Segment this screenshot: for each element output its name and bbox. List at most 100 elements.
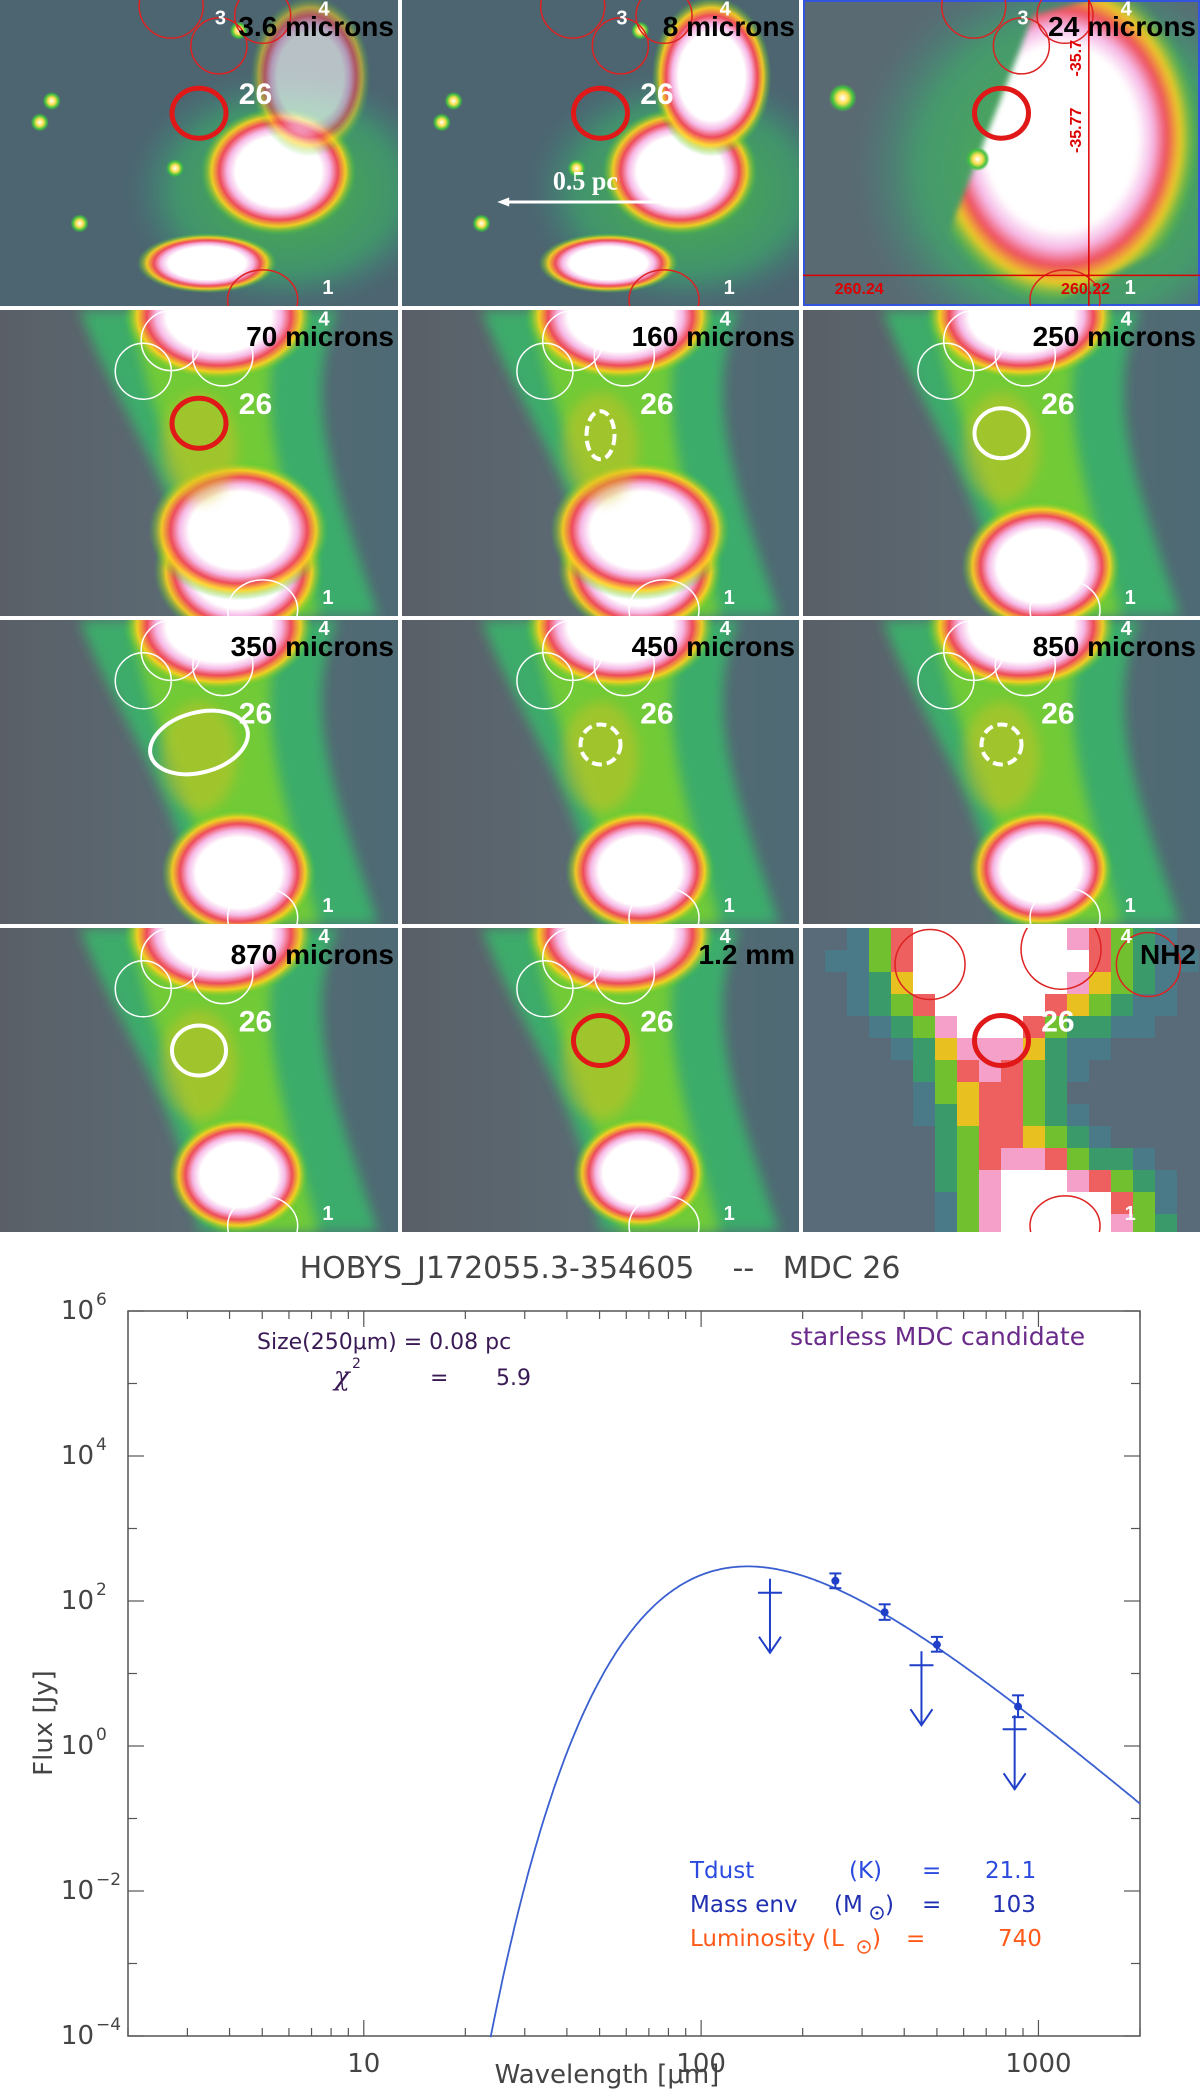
model-sed-curve [489,1565,1141,2038]
northern-clump [525,620,716,692]
panel-p1200: 26 1 41.2 mm [402,928,799,1232]
source-label-1: 1 [724,1203,735,1225]
point-source [42,91,61,110]
sun-symbol-lum: ) [857,1926,881,1954]
northern-clump [123,620,314,692]
source-label-1: 1 [724,277,735,299]
mass-equals: = [922,1892,941,1918]
northern-clump [123,928,314,1000]
svg-text:): ) [885,1892,894,1918]
lum-unit: (L [822,1926,844,1952]
point-source [30,113,49,132]
y-tick-exponent: −2 [96,1870,121,1890]
mdc26-aperture [972,1012,1031,1068]
neighbour-contour [138,0,204,39]
coord-ra-right: 260.22 [1061,281,1110,298]
source-1-contour [628,887,700,924]
y-tick-label: 10 [61,1876,94,1906]
southern-clump [572,1116,708,1230]
source-1-contour [226,887,299,924]
scale-bar-label: 0.5 pc [553,167,618,196]
source-label-1: 1 [322,587,333,609]
panel-border [803,0,1200,306]
y-tick-exponent: −4 [96,2015,121,2035]
sed-title: HOBYS_J172055.3-354605 -- MDC 26 [300,1251,901,1286]
saturated-region [922,0,1200,306]
source-label-1: 1 [724,895,735,917]
source-label-1: 1 [1125,895,1136,917]
plot-marks [489,1565,1141,2038]
panel-title: 8 microns [663,11,795,42]
point-source [472,214,491,233]
neighbour-contour [593,325,656,387]
image-panels: 26 1 4 3 3.6 microns 26 1 4 3 8 microns 0.5 pc 26 1 4… [0,0,1200,1232]
y-tick-label: 10 [61,2021,94,2051]
panel-title: NH2 [1140,939,1196,970]
neighbour-contour [591,17,650,75]
panel-title: 850 microns [1033,631,1196,662]
point-source [166,159,185,178]
source-label-4: 4 [1121,308,1133,330]
southern-clump [565,808,716,924]
mass-value: 103 [992,1892,1036,1918]
upper-limit [1002,1715,1027,1792]
source-label-4: 4 [1121,618,1133,640]
neighbour-contour [192,325,254,387]
source-label-4: 4 [720,0,732,20]
neighbour-contour [1115,931,1182,998]
source-label-26: 26 [239,78,272,111]
point-source [828,83,857,112]
chi2-symbol: χ [332,1362,352,1392]
plot-frame [127,1310,1141,2037]
y-tick-label: 10 [61,1731,94,1761]
detection-point [829,1572,842,1590]
source-label-1: 1 [322,1203,333,1225]
bright-nebula-north [651,0,772,157]
source-1-contour [226,579,299,616]
mdc26-aperture [170,1023,228,1078]
panel-p36: 26 1 4 3 3.6 microns [0,0,398,306]
neighbour-contour [1020,928,1102,991]
neighbour-contour [593,634,656,697]
panel-title: 250 microns [1033,321,1196,352]
neighbour-contour [539,0,606,39]
y-tick-label: 10 [61,1586,94,1616]
y-axis-label: Flux [Jy] [29,1670,59,1776]
source-1-contour [628,579,700,616]
source-label-1: 1 [1125,587,1136,609]
neighbour-contour [516,960,574,1018]
source-label-3: 3 [1017,7,1028,29]
neighbour-contour [192,634,254,697]
tdust-unit: (K) [849,1858,882,1884]
y-tick-exponent: 6 [96,1290,107,1310]
source-label-4: 4 [1121,926,1133,948]
point-source [965,147,990,172]
mdc26-aperture [979,722,1024,767]
source-label-4: 4 [318,926,330,948]
source-label-26: 26 [239,388,272,421]
coord-dec-top: -35.7 [1068,40,1085,77]
source-label-26: 26 [1041,388,1074,421]
mdc26-aperture [169,395,229,451]
neighbour-contour [114,960,173,1018]
panel-title: 870 microns [231,939,394,970]
coordinate-grid: 260.24 260.22 -35.7 -35.77 [803,0,1200,306]
bright-nebula-north [250,0,371,157]
panel-title: 70 microns [246,321,394,352]
mass-unit: (M [834,1892,863,1918]
y-tick-exponent: 2 [96,1580,107,1600]
neighbour-contour [114,342,173,400]
source-label-4: 4 [720,308,732,330]
sed-plot: HOBYS_J172055.3-354605 -- MDC 26 10 100 10… [29,1251,1141,2090]
northern-clump [525,928,716,1000]
southern-clump [961,500,1122,616]
panel-p8: 26 1 4 3 8 microns 0.5 pc [402,0,799,306]
source-label-26: 26 [640,1005,673,1038]
chi2-equals: = [430,1366,448,1391]
neighbour-contour [994,634,1057,697]
point-source [567,159,586,178]
